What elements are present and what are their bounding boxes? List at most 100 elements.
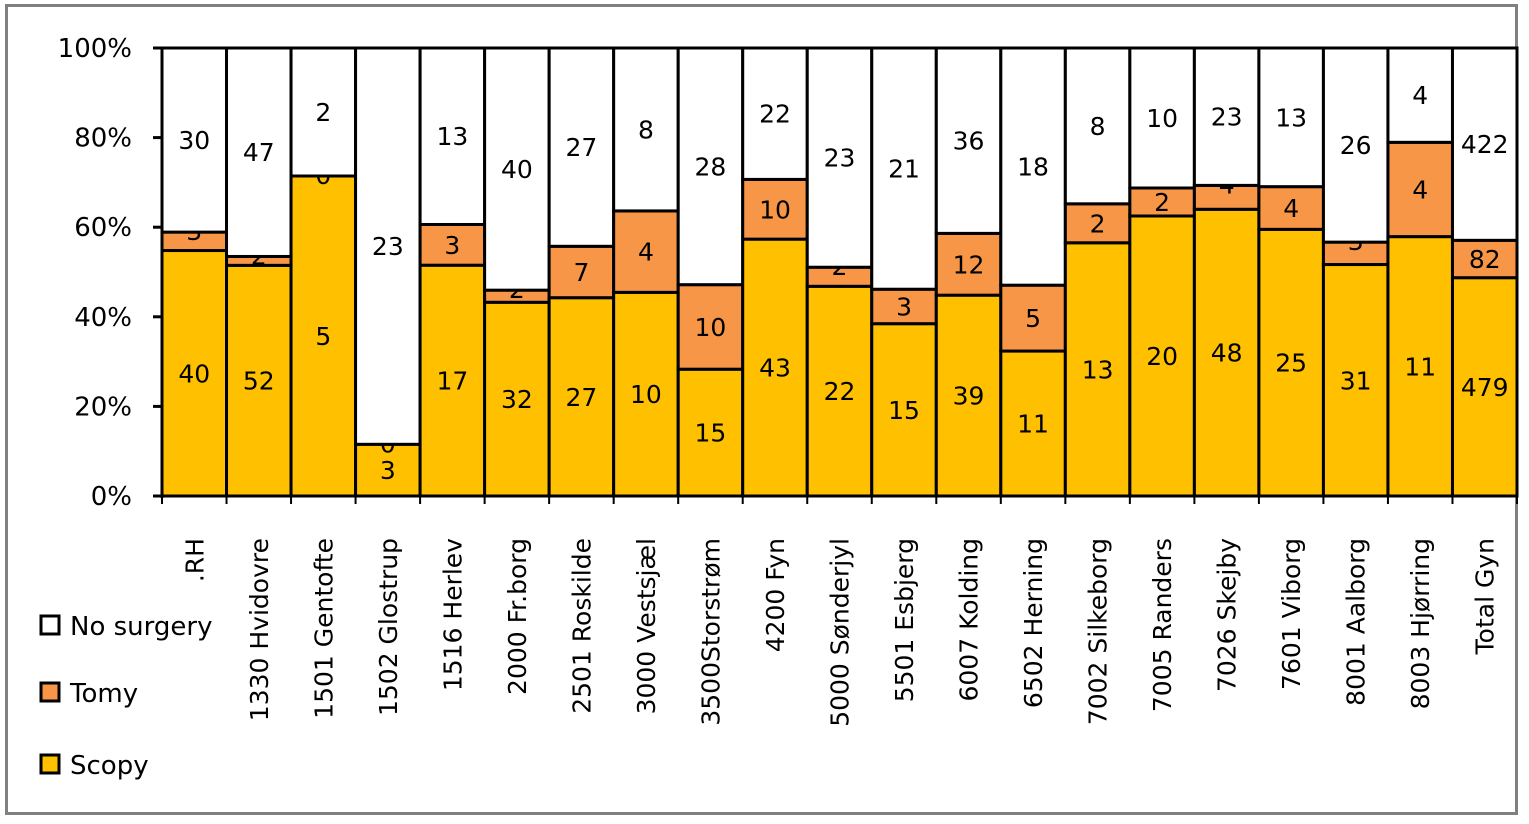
data-label: 13 [1275, 103, 1307, 132]
data-label: 3 [380, 456, 396, 485]
x-category-label: 3500Storstrøm [696, 538, 725, 726]
legend-swatch [39, 614, 61, 636]
data-label: 15 [888, 396, 920, 425]
data-label: 17 [436, 367, 468, 396]
x-category-label: 8001 Aalborg [1342, 538, 1371, 706]
y-tick-label: 100% [58, 34, 132, 64]
data-label: 28 [695, 152, 727, 181]
x-category-label: .RH [180, 538, 209, 582]
data-label: 30 [178, 126, 210, 155]
data-label: 5 [315, 322, 331, 351]
x-category-label: 4200 Fyn [761, 538, 790, 652]
x-category-label: 7005 Randers [1148, 538, 1177, 712]
data-label: 4 [1412, 81, 1428, 110]
bar-segment-no-surgery [483, 46, 551, 292]
x-category-label: 1516 Herlev [438, 538, 467, 691]
bar-segment-tomy [1386, 140, 1454, 239]
bar-segment-no-surgery [1063, 46, 1132, 206]
x-category-label: 3000 Vestsjæl [632, 538, 661, 714]
bar-segment-scopy [1321, 263, 1390, 498]
data-label: 18 [1017, 153, 1049, 182]
data-label: 48 [1211, 339, 1243, 368]
data-label: 15 [695, 419, 727, 448]
data-label: 40 [178, 359, 210, 388]
bar-segment-tomy [1063, 202, 1132, 245]
x-category-label: 8003 Hjørring [1406, 538, 1435, 709]
data-label: 13 [1082, 355, 1114, 384]
data-label: 22 [759, 100, 791, 129]
data-label: 27 [565, 383, 597, 412]
bar-segment-no-surgery [934, 46, 1003, 235]
data-label: 82 [1469, 245, 1501, 274]
data-label: 27 [565, 133, 597, 162]
data-label: 40 [501, 155, 533, 184]
data-label: 26 [1340, 131, 1372, 160]
data-label: 5 [1025, 304, 1041, 333]
legend-label: Tomy [69, 679, 138, 709]
data-label: 4 [638, 238, 654, 267]
bar-segment-no-surgery [612, 46, 680, 213]
x-category-label: 7002 Silkeborg [1084, 538, 1113, 725]
data-label: 23 [372, 232, 404, 261]
x-category-label: 5501 Esbjerg [890, 538, 919, 702]
data-label: 4 [1283, 194, 1299, 223]
data-label: 10 [630, 380, 662, 409]
data-label: 25 [1275, 349, 1307, 378]
x-category-label: Total Gyn [1471, 538, 1500, 655]
data-label: 12 [953, 250, 985, 279]
data-label: 2 [1154, 188, 1170, 217]
y-tick-label: 20% [74, 392, 132, 422]
bar-segment-no-surgery [1450, 46, 1519, 242]
data-label: 13 [436, 122, 468, 151]
data-label: 23 [1211, 103, 1243, 132]
x-category-label: 7026 Skejby [1213, 538, 1242, 692]
x-category-label: 1502 Glostrup [374, 538, 403, 716]
data-label: 479 [1461, 373, 1509, 402]
bar-segment-tomy [999, 283, 1067, 353]
data-label: 47 [243, 138, 275, 167]
bar-segment-no-surgery [1192, 46, 1261, 187]
data-label: 3 [444, 231, 460, 260]
data-label: 7 [573, 258, 589, 287]
bar-segment-no-surgery [870, 46, 938, 291]
bar-segment-no-surgery [418, 46, 487, 226]
bar-segment-scopy [999, 349, 1067, 498]
bar-segment-tomy [1450, 238, 1519, 280]
x-category-label: 1330 Hvidovre [245, 538, 274, 721]
x-category-label: 2501 Roskilde [567, 538, 596, 714]
bar-segment-scopy [418, 263, 487, 498]
data-label: 10 [1146, 104, 1178, 133]
data-label: 10 [759, 195, 791, 224]
data-label: 20 [1146, 342, 1178, 371]
bar-segment-scopy [160, 249, 229, 498]
y-tick-label: 80% [74, 124, 132, 154]
data-label: 422 [1461, 130, 1509, 159]
bar-segment-no-surgery [676, 46, 745, 287]
x-category-label: 7601 Viborg [1277, 538, 1306, 690]
data-label: 10 [695, 313, 727, 342]
x-category-label: 2000 Fr.borg [503, 538, 532, 695]
legend-label: No surgery [70, 612, 212, 642]
legend: No surgery Tomy Scopy [39, 612, 212, 781]
data-label: 36 [953, 127, 985, 156]
data-label: 8 [638, 115, 654, 144]
data-label: 11 [1404, 352, 1436, 381]
data-label: 39 [953, 382, 985, 411]
data-label: 52 [243, 367, 275, 396]
bar-segment-no-surgery [741, 46, 809, 181]
data-label: 32 [501, 385, 533, 414]
data-label: 23 [824, 144, 856, 173]
data-label: 31 [1340, 366, 1372, 395]
bar-segment-scopy [483, 300, 551, 498]
data-label: 22 [824, 377, 856, 406]
data-label: 2 [315, 98, 331, 127]
data-label: 21 [888, 155, 920, 184]
x-category-label: 6007 Kolding [955, 538, 984, 702]
legend-swatch [39, 753, 61, 775]
bar-segment-scopy [1450, 276, 1519, 498]
x-category-label: 1501 Gentofte [309, 538, 338, 719]
data-label: 43 [759, 354, 791, 383]
data-label: 4 [1412, 175, 1428, 204]
bar-segment-no-surgery [1386, 46, 1454, 144]
